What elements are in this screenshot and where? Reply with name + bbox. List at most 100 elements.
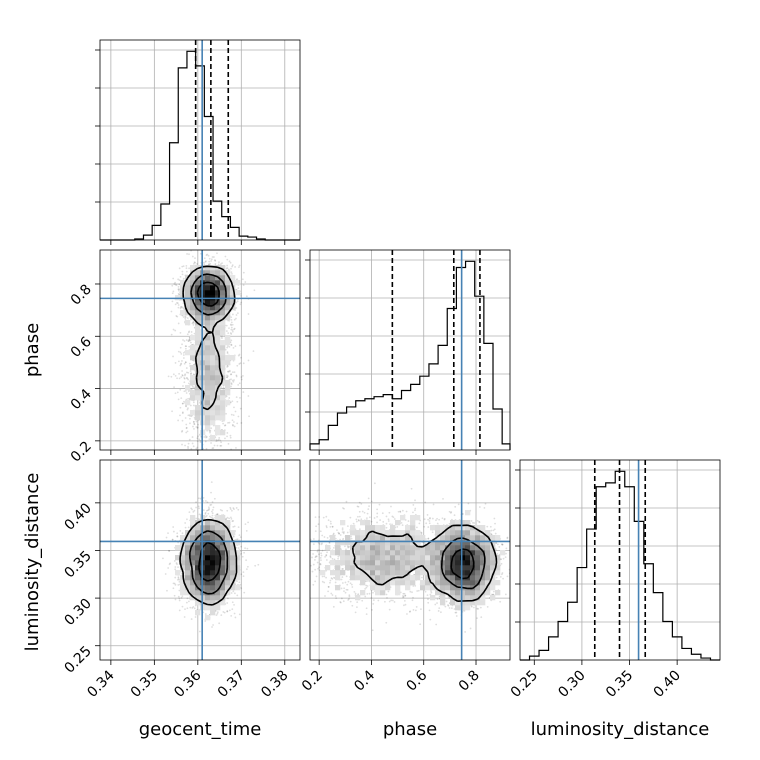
pair-geocent_time-phase-cell [205,390,211,396]
pair-geocent_time-phase-cell [205,355,211,361]
pair-geocent_time-phase-cell [195,395,201,401]
sample-point [192,359,195,362]
sample-point [235,301,238,304]
pair-geocent_time-phase-cell [210,375,216,381]
pair-geocent_time-phase-cell [210,285,216,291]
sample-point [217,438,220,441]
sample-point [230,373,232,376]
pair-geocent_time-phase-cell [195,285,201,291]
sample-point [230,385,232,388]
sample-point [214,259,217,262]
sample-point [230,413,233,416]
sample-point [239,303,242,306]
sample-point [207,460,209,462]
sample-point [177,466,179,468]
sample-point [187,453,189,455]
sample-point [225,374,228,377]
sample-point [190,451,192,453]
sample-point [193,422,196,425]
pair-geocent_time-phase-cell [205,320,211,326]
pair-geocent_time-phase-cell [205,270,211,276]
pair-geocent_time-phase-cell [230,290,236,296]
sample-point [234,410,237,413]
sample-point [231,452,233,454]
sample-point [172,526,175,528]
sample-point [185,423,188,426]
sample-point [216,439,219,442]
sample-point [197,423,200,426]
sample-point [226,267,229,269]
sample-point [184,317,187,320]
sample-point [186,408,189,411]
pair-geocent_time-phase-cell [180,285,186,291]
pair-geocent_time-phase-cell [215,430,221,436]
sample-point [205,254,208,257]
sample-point [236,400,239,403]
pair-geocent_time-phase-cell [215,415,221,421]
sample-point [180,362,183,365]
sample-point [180,430,183,433]
pair-geocent_time-phase-cell [185,385,191,391]
sample-point [230,328,233,331]
sample-point [181,443,183,446]
pair-geocent_time-phase-cell [205,340,211,346]
pair-geocent_time-phase-cell [205,275,211,281]
pair-geocent_time-phase-cell [225,305,231,311]
pair-geocent_time-phase-cell [215,345,221,351]
pair-geocent_time-phase-cell [180,280,186,286]
sample-point [207,469,209,471]
pair-geocent_time-phase-cell [205,360,211,366]
pair-geocent_time-phase-cell [210,415,216,421]
sample-point [176,377,178,380]
sample-point [172,328,175,331]
sample-point [194,261,196,264]
sample-point [229,332,232,334]
sample-point [211,471,213,473]
sample-point [185,267,188,270]
sample-point [181,491,183,493]
sample-point [203,257,206,260]
sample-point [216,465,218,467]
pair-geocent_time-phase-cell [215,390,221,396]
sample-point [222,241,224,243]
sample-point [203,451,205,453]
sample-point [184,389,187,392]
pair-geocent_time-phase-cell [205,370,211,376]
sample-point [208,438,211,441]
sample-point [187,378,190,381]
sample-point [228,369,231,372]
sample-point [213,452,215,454]
sample-point [179,306,182,309]
sample-point [206,493,208,495]
pair-geocent_time-phase-cell [205,410,211,416]
pair-geocent_time-phase-cell [185,320,191,326]
pair-geocent_time-phase-cell [185,400,191,406]
pair-geocent_time-phase-cell [205,380,211,386]
sample-point [233,328,235,331]
sample-point [185,405,187,408]
sample-point [238,264,241,267]
sample-point [187,442,190,445]
pair-geocent_time-phase-cell [210,340,216,346]
pair-geocent_time-phase-cell [205,325,211,331]
sample-point [192,404,195,407]
sample-point [206,429,208,432]
pair-geocent_time-phase-cell [195,340,201,346]
sample-point [194,257,196,260]
pair-geocent_time-phase-cell [210,325,216,331]
sample-point [181,270,184,273]
sample-point [208,507,211,510]
pair-geocent_time-phase-cell [220,340,226,346]
pair-geocent_time-phase-cell [205,345,211,351]
pair-geocent_time-phase-cell [210,300,216,306]
sample-point [216,452,218,454]
pair-geocent_time-phase-cell [205,385,211,391]
pair-geocent_time-phase-cell [210,345,216,351]
sample-point [235,396,238,399]
sample-point [182,316,185,318]
sample-point [219,444,222,447]
sample-point [176,302,178,304]
sample-point [240,301,243,304]
pair-geocent_time-phase-cell [210,435,216,441]
pair-geocent_time-phase-cell [225,335,231,341]
